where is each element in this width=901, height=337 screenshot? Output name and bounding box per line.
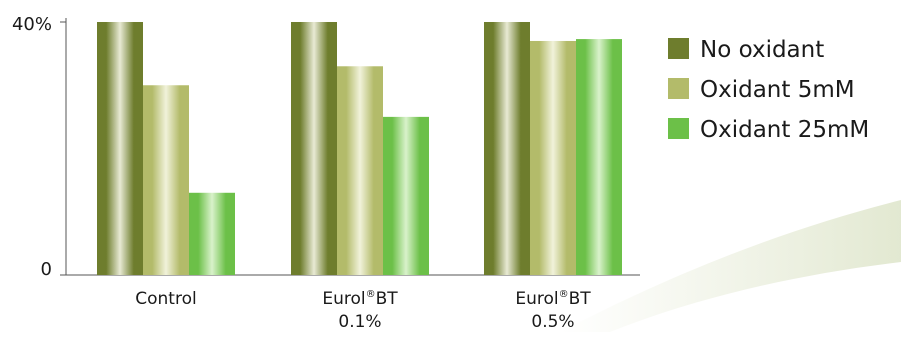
legend-swatch xyxy=(668,38,689,59)
legend: No oxidant Oxidant 5mM Oxidant 25mM xyxy=(668,37,869,143)
legend-swatch xyxy=(668,118,689,139)
bar xyxy=(143,85,189,275)
bar xyxy=(383,116,429,275)
category-labels: Control Eurol®BT 0.1% Eurol®BT 0.5% xyxy=(135,289,591,332)
x-tick-label-line2: 0.1% xyxy=(338,312,381,332)
bar xyxy=(530,40,576,275)
x-tick-label-line2: 0.5% xyxy=(531,312,574,332)
background-swoosh xyxy=(560,200,901,332)
legend-swatch xyxy=(668,78,689,99)
legend-label: Oxidant 5mM xyxy=(700,77,855,103)
bar xyxy=(576,39,622,275)
bar xyxy=(484,22,530,275)
x-tick-label: Eurol®BT xyxy=(322,289,398,309)
x-tick-label: Control xyxy=(135,289,196,309)
bar xyxy=(97,22,143,275)
decorative-swoosh xyxy=(560,200,901,332)
legend-label: No oxidant xyxy=(700,37,824,63)
bar xyxy=(337,66,383,276)
y-tick-label: 40% xyxy=(12,14,52,35)
x-tick-label: Eurol®BT xyxy=(515,289,591,309)
legend-label: Oxidant 25mM xyxy=(700,117,869,143)
y-tick-label: 0 xyxy=(41,259,52,280)
bar xyxy=(189,192,235,275)
bars xyxy=(97,22,622,276)
bar xyxy=(291,22,337,275)
